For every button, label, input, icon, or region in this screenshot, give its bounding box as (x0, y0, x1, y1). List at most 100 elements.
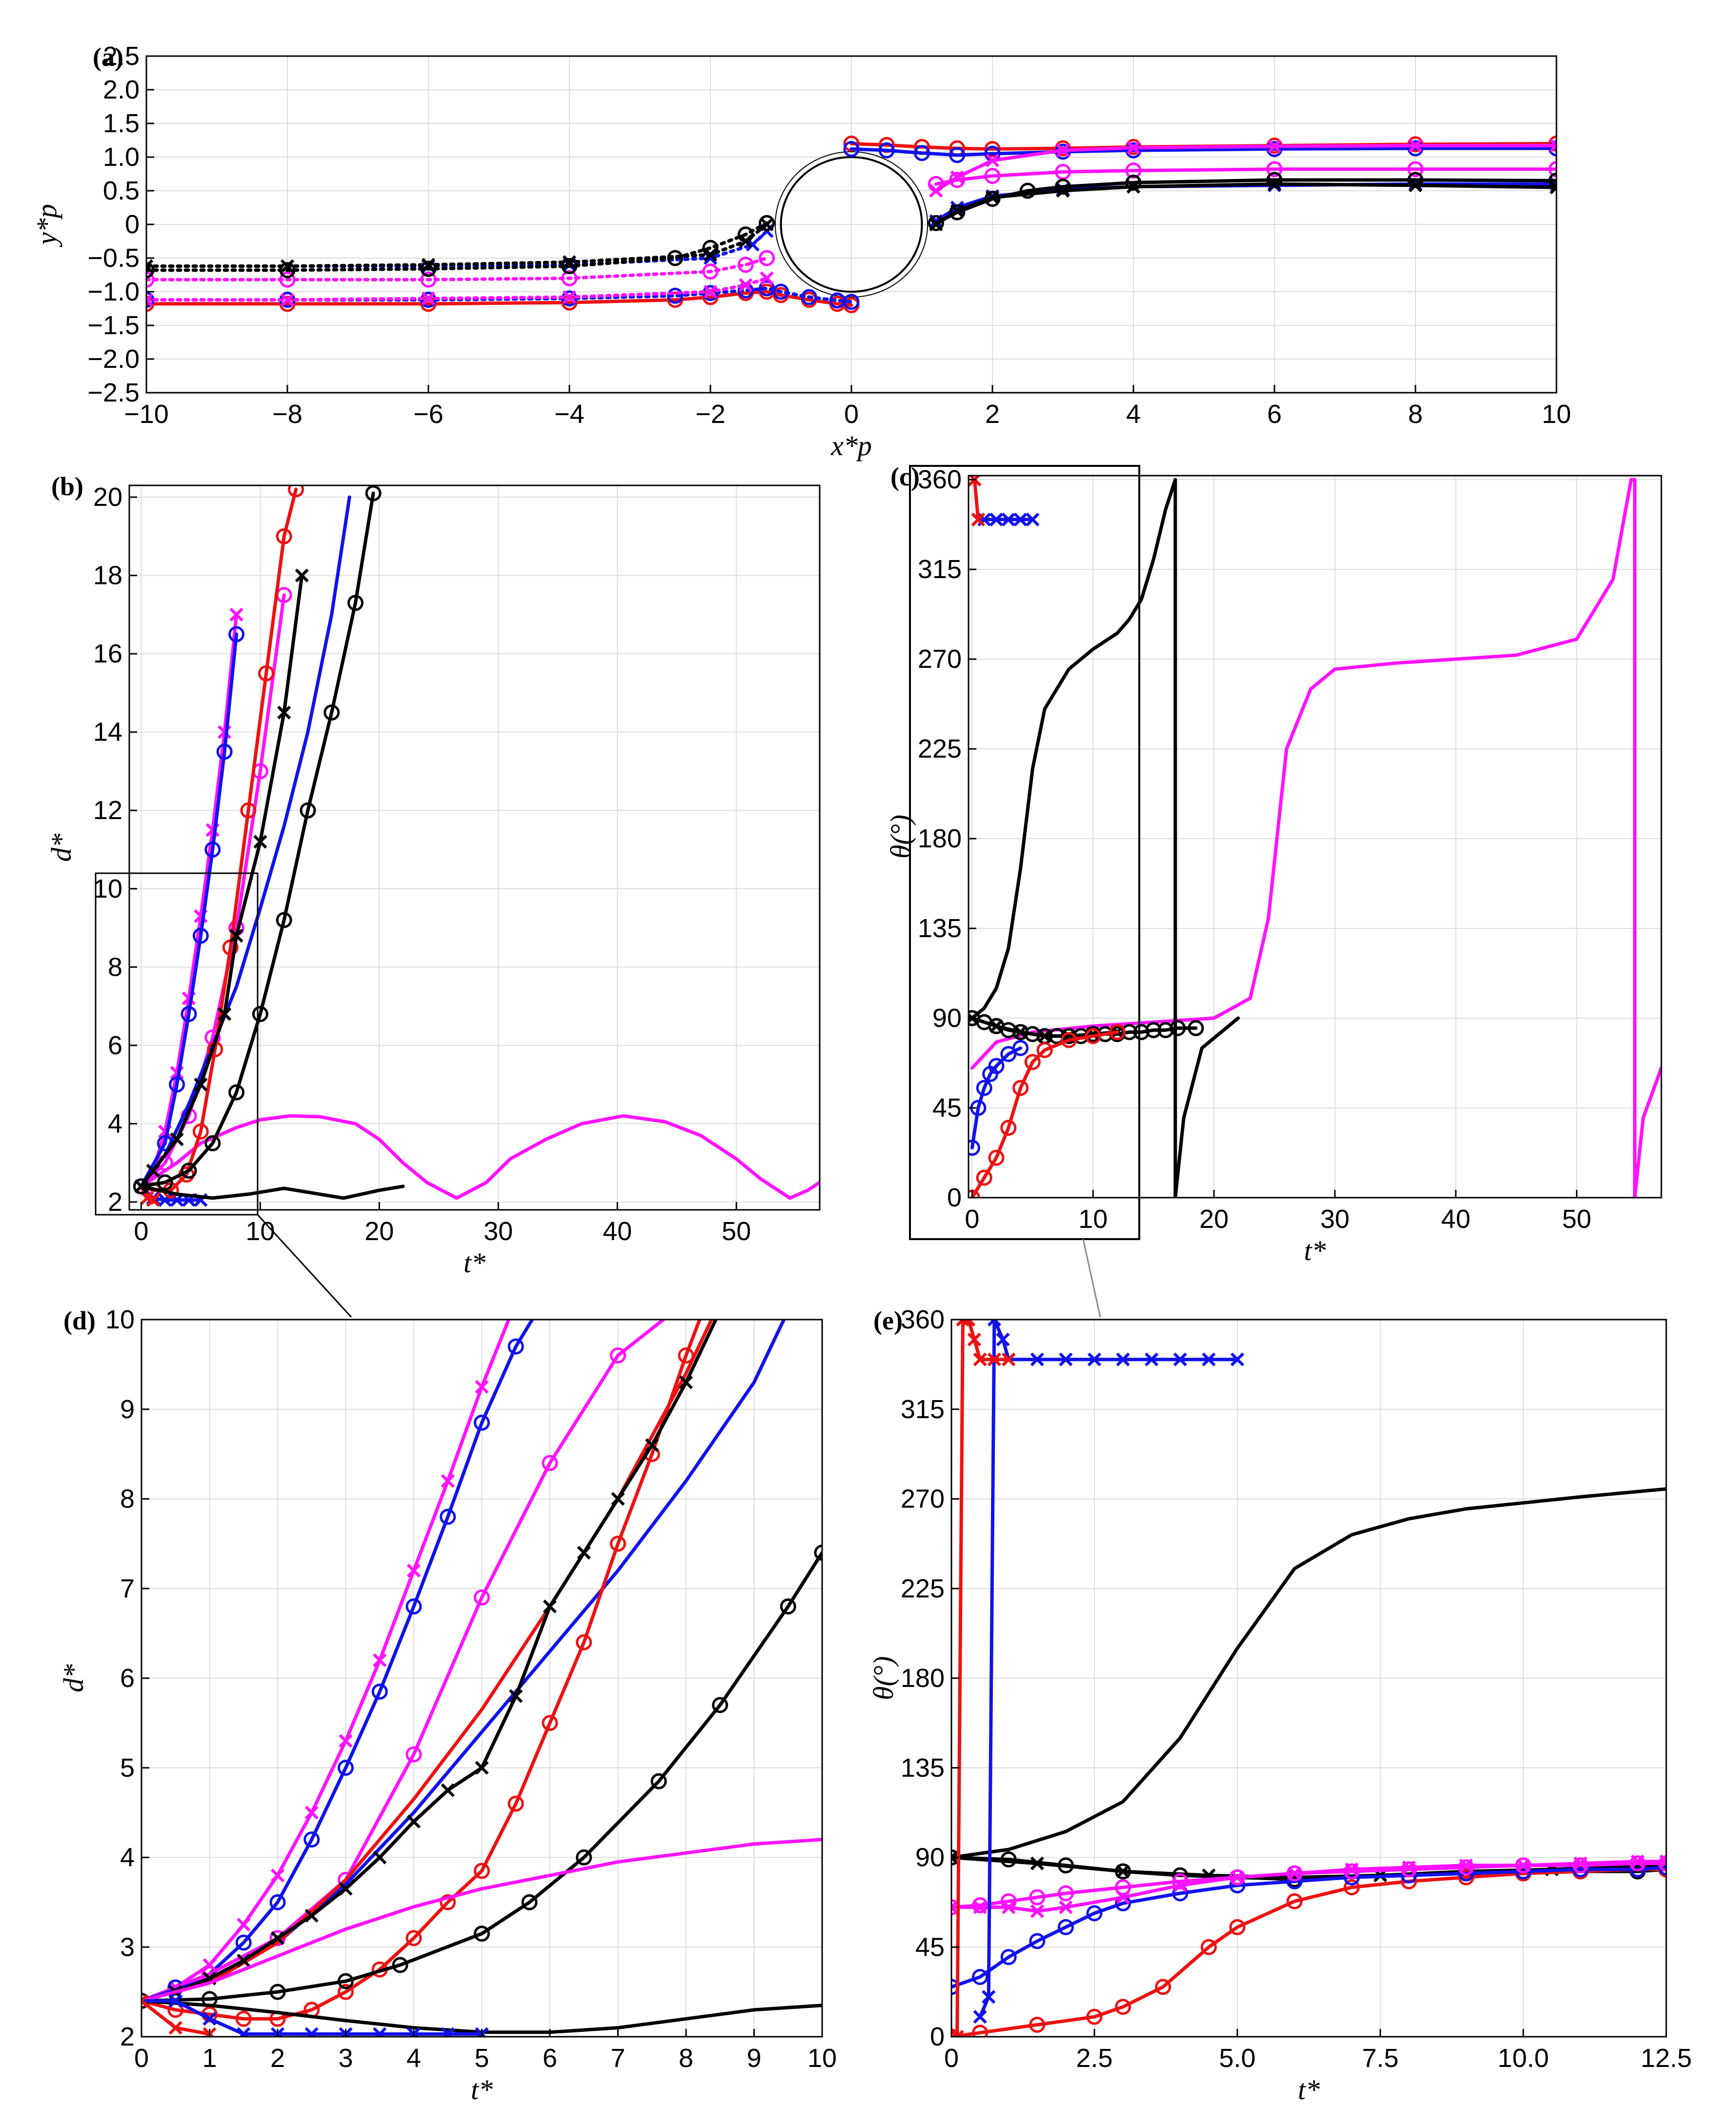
y-tick-label: 4 (108, 1109, 122, 1138)
marker-circle (216, 743, 233, 760)
marker-circle (542, 1455, 558, 1471)
marker-cross (1267, 177, 1282, 191)
x-tick-label: 6 (1267, 400, 1282, 429)
series-group (969, 476, 1661, 1198)
y-tick-label: 45 (932, 1093, 962, 1123)
y-tick-label: 1.5 (103, 109, 140, 138)
marker-cross (543, 1599, 557, 1614)
y-tick-label: −0.5 (87, 243, 140, 273)
series-line-red (139, 487, 298, 1192)
marker-circle (440, 1508, 456, 1525)
marker-cross (1056, 183, 1070, 198)
marker-circle (610, 1347, 626, 1364)
marker-cross (475, 1761, 489, 1775)
marker-circle (1115, 1999, 1131, 2015)
marker-circle (1000, 1120, 1017, 1136)
marker-circle (258, 665, 275, 682)
marker-circle (988, 1149, 1005, 1166)
panel-d: 0 1 2 3 4 5 6 7 8 9 10 2 3 4 5 6 7 8 9 10 t* d* (d) (58, 1295, 837, 2106)
marker-circle (1266, 161, 1283, 178)
marker-cross (168, 2021, 182, 2035)
marker-circle (542, 1715, 558, 1731)
marker-cross (1288, 1866, 1302, 1881)
x-tick-label: 1 (202, 2044, 217, 2073)
series-line-magenta (146, 256, 769, 281)
marker-circle (1266, 172, 1283, 188)
marker-circle (1115, 1879, 1131, 1896)
marker-circle (1029, 2017, 1046, 2033)
y-tick-label: 360 (901, 1305, 945, 1334)
y-tick-label: 6 (108, 1031, 122, 1060)
marker-cross (739, 234, 753, 248)
x-tick-label: 2.5 (1076, 2044, 1112, 2073)
x-tick-label: 10 (1078, 1204, 1108, 1234)
marker-cross (611, 1492, 625, 1506)
marker-circle (1121, 1024, 1138, 1041)
marker-circle (737, 257, 754, 273)
marker-cross (971, 512, 985, 527)
y-tick-label: 16 (93, 639, 122, 668)
marker-cross (304, 1908, 319, 1923)
marker-circle (303, 1831, 320, 1848)
marker-circle (276, 912, 292, 928)
series-line-red (141, 1320, 714, 2003)
x-tick-label: −8 (272, 400, 303, 429)
marker-circle (474, 1863, 490, 1879)
marker-cross (1230, 1870, 1245, 1885)
marker-circle (1019, 182, 1036, 199)
marker-circle (1170, 1020, 1186, 1036)
panel-label: (e) (873, 1306, 903, 1335)
marker-cross (1116, 1890, 1130, 1905)
marker-circle (949, 204, 966, 221)
marker-circle (288, 485, 304, 498)
x-tick-label: 8 (679, 2044, 693, 2073)
y-tick-label: 8 (108, 952, 122, 982)
x-tick-label: 50 (1562, 1204, 1591, 1234)
series-line-black (951, 1487, 1666, 1859)
marker-circle (650, 1773, 667, 1789)
x-tick-label: −6 (413, 400, 444, 429)
series-line-blue (849, 146, 1556, 157)
x-tick-label: 8 (1408, 400, 1423, 429)
y-tick-label: 9 (120, 1395, 135, 1424)
x-tick-label: 30 (1320, 1204, 1350, 1234)
marker-circle (928, 215, 944, 231)
x-tick-label: 10 (1542, 400, 1571, 429)
marker-circle (1407, 140, 1424, 157)
y-tick-label: 0 (125, 210, 140, 239)
series-line-magenta (934, 144, 1556, 193)
marker-circle (169, 1076, 185, 1093)
marker-cross (237, 2027, 251, 2037)
marker-circle (405, 1598, 422, 1615)
marker-cross (1408, 178, 1423, 193)
y-axis-label: θ(°) (885, 815, 916, 859)
marker-cross (973, 1900, 987, 1914)
marker-circle (347, 595, 364, 611)
x-tick-label: 40 (603, 1217, 632, 1246)
panel-e: 0 2.5 5.0 7.5 10.0 12.5 0 45 90 135 180 225 270 315 36… (868, 1305, 1692, 2106)
marker-cross (339, 1882, 353, 1896)
marker-circle (252, 1006, 268, 1023)
marker-cross (194, 1078, 208, 1092)
marker-circle (561, 258, 578, 275)
marker-cross (1126, 140, 1141, 155)
marker-cross (562, 255, 577, 269)
y-tick-label: 2.5 (103, 41, 140, 71)
marker-cross (229, 928, 243, 943)
panel-label: (d) (63, 1306, 96, 1335)
marker-cross (373, 2027, 387, 2037)
marker-cross (1408, 139, 1423, 153)
series-line-black (139, 574, 304, 1188)
y-tick-label: 135 (901, 1753, 945, 1783)
y-axis-label: d* (58, 1664, 89, 1692)
marker-circle (700, 1295, 713, 1308)
marker-circle (1000, 1949, 1017, 1966)
marker-circle (976, 1169, 992, 1186)
marker-cross (304, 2027, 319, 2037)
marker-circle (1155, 1979, 1171, 1995)
x-tick-label: 0 (944, 2044, 959, 2073)
marker-circle (702, 263, 719, 280)
axes-box (968, 475, 1662, 1199)
y-tick-label: 0.5 (103, 176, 140, 205)
y-tick-label: 0 (947, 1183, 962, 1212)
